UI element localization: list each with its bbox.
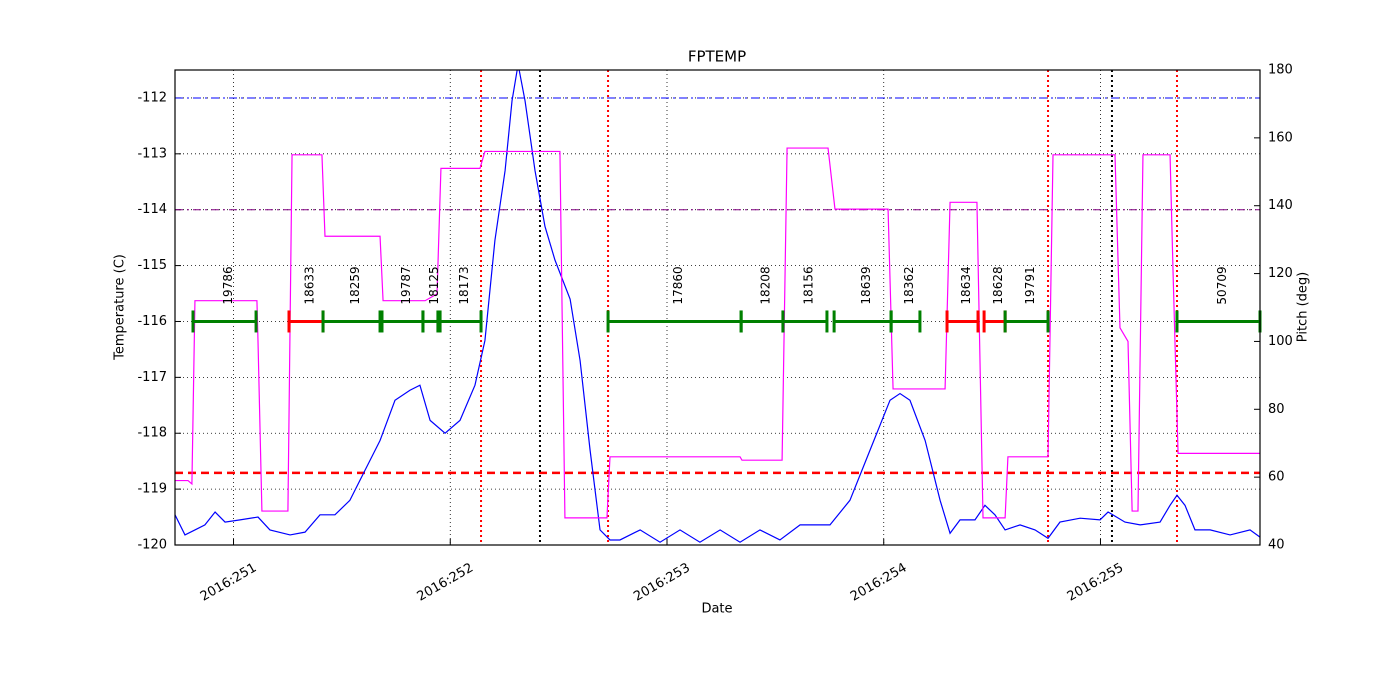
obsid-label: 19786	[221, 266, 235, 304]
y-tick-label: -112	[137, 90, 167, 105]
obsid-label: 18634	[959, 266, 973, 304]
y2-tick-label: 160	[1268, 130, 1293, 145]
y2-axis-label: Pitch (deg)	[1296, 272, 1311, 342]
obsid-label: 17860	[671, 266, 685, 304]
y-tick-label: -114	[137, 202, 167, 217]
obsid-label: 18156	[801, 266, 815, 304]
obsid-label: 18628	[991, 266, 1005, 304]
y2-tick-label: 140	[1268, 198, 1293, 213]
y2-tick-label: 120	[1268, 266, 1293, 281]
obsid-label: 18125	[427, 266, 441, 304]
y-axis-label: Temperature (C)	[113, 254, 128, 361]
y-tick-label: -116	[137, 314, 167, 329]
plot-frame	[174, 69, 1261, 546]
data-line	[175, 147, 1260, 519]
data-line	[175, 70, 1260, 543]
y-tick-label: -115	[137, 258, 167, 273]
obsid-label: 50709	[1215, 266, 1229, 304]
obsid-label: 19791	[1023, 266, 1037, 304]
y-tick-label: -118	[137, 426, 167, 441]
plot-area	[175, 70, 1260, 545]
y2-tick-label: 60	[1268, 470, 1285, 485]
obsid-label: 18362	[902, 266, 916, 304]
obsid-label: 18639	[859, 266, 873, 304]
y2-tick-label: 80	[1268, 402, 1285, 417]
obsid-label: 18259	[348, 266, 362, 304]
y2-tick-label: 100	[1268, 334, 1293, 349]
obsid-label: 18173	[457, 266, 471, 304]
y-tick-label: -120	[137, 538, 167, 553]
y2-tick-label: 180	[1268, 63, 1293, 78]
obsid-label: 19787	[399, 266, 413, 304]
chart-title: FPTEMP	[688, 48, 746, 66]
y-tick-label: -117	[137, 370, 167, 385]
obsid-label: 18633	[303, 266, 317, 304]
y-tick-label: -119	[137, 482, 167, 497]
obsid-label: 18208	[759, 266, 773, 304]
y-tick-label: -113	[137, 146, 167, 161]
x-axis-label: Date	[701, 602, 732, 617]
y2-tick-label: 40	[1268, 538, 1285, 553]
